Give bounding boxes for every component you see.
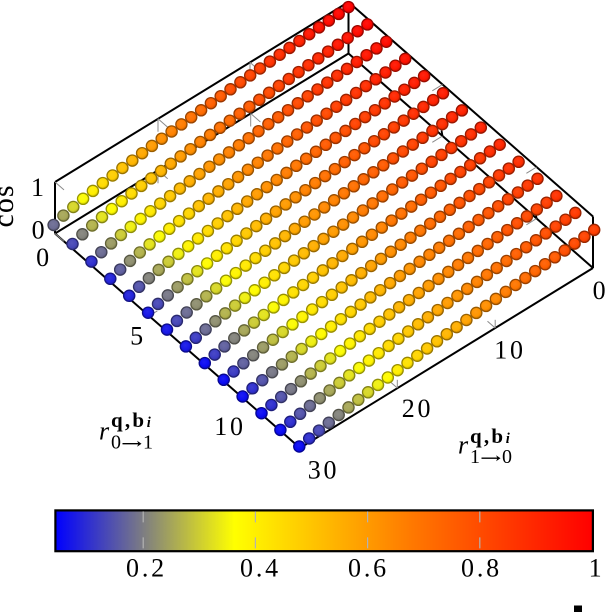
svg-text:10: 10 (214, 412, 246, 441)
svg-text:1: 1 (589, 554, 605, 583)
svg-text:0: 0 (36, 243, 52, 272)
svg-text:0.2: 0.2 (126, 554, 167, 583)
svg-text:0: 0 (32, 215, 48, 244)
svg-text:0.4: 0.4 (240, 554, 281, 583)
svg-text:20: 20 (402, 394, 434, 423)
svg-text:r: r (99, 417, 110, 446)
svg-text:q,bi: q,bi (111, 408, 153, 432)
svg-text:1: 1 (470, 446, 480, 468)
svg-text:0.6: 0.6 (348, 554, 389, 583)
svg-text:0: 0 (502, 446, 512, 468)
svg-text:q,bi: q,bi (470, 424, 512, 448)
svg-text:10: 10 (494, 336, 526, 365)
svg-text:30: 30 (308, 456, 340, 485)
svg-text:cos: cos (0, 185, 20, 228)
svg-text:5: 5 (130, 322, 146, 351)
svg-text:0: 0 (111, 432, 121, 454)
svg-text:1: 1 (31, 173, 47, 202)
svg-text:r: r (458, 431, 469, 460)
svg-text:0: 0 (593, 276, 609, 305)
svg-text:0.8: 0.8 (461, 554, 502, 583)
svg-text:1: 1 (143, 432, 153, 454)
